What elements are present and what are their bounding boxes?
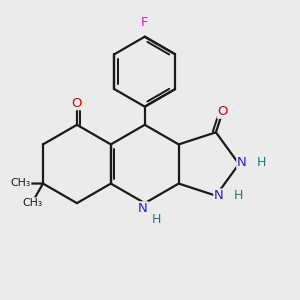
Text: CH₃: CH₃ — [11, 178, 31, 188]
Text: CH₃: CH₃ — [22, 198, 42, 208]
Text: H: H — [257, 156, 266, 169]
Text: O: O — [218, 105, 228, 118]
Text: N: N — [214, 189, 224, 202]
Text: N: N — [237, 156, 247, 169]
Text: N: N — [138, 202, 148, 215]
Text: F: F — [141, 16, 148, 29]
Text: H: H — [152, 213, 161, 226]
Text: H: H — [234, 189, 244, 202]
Text: O: O — [72, 97, 82, 110]
